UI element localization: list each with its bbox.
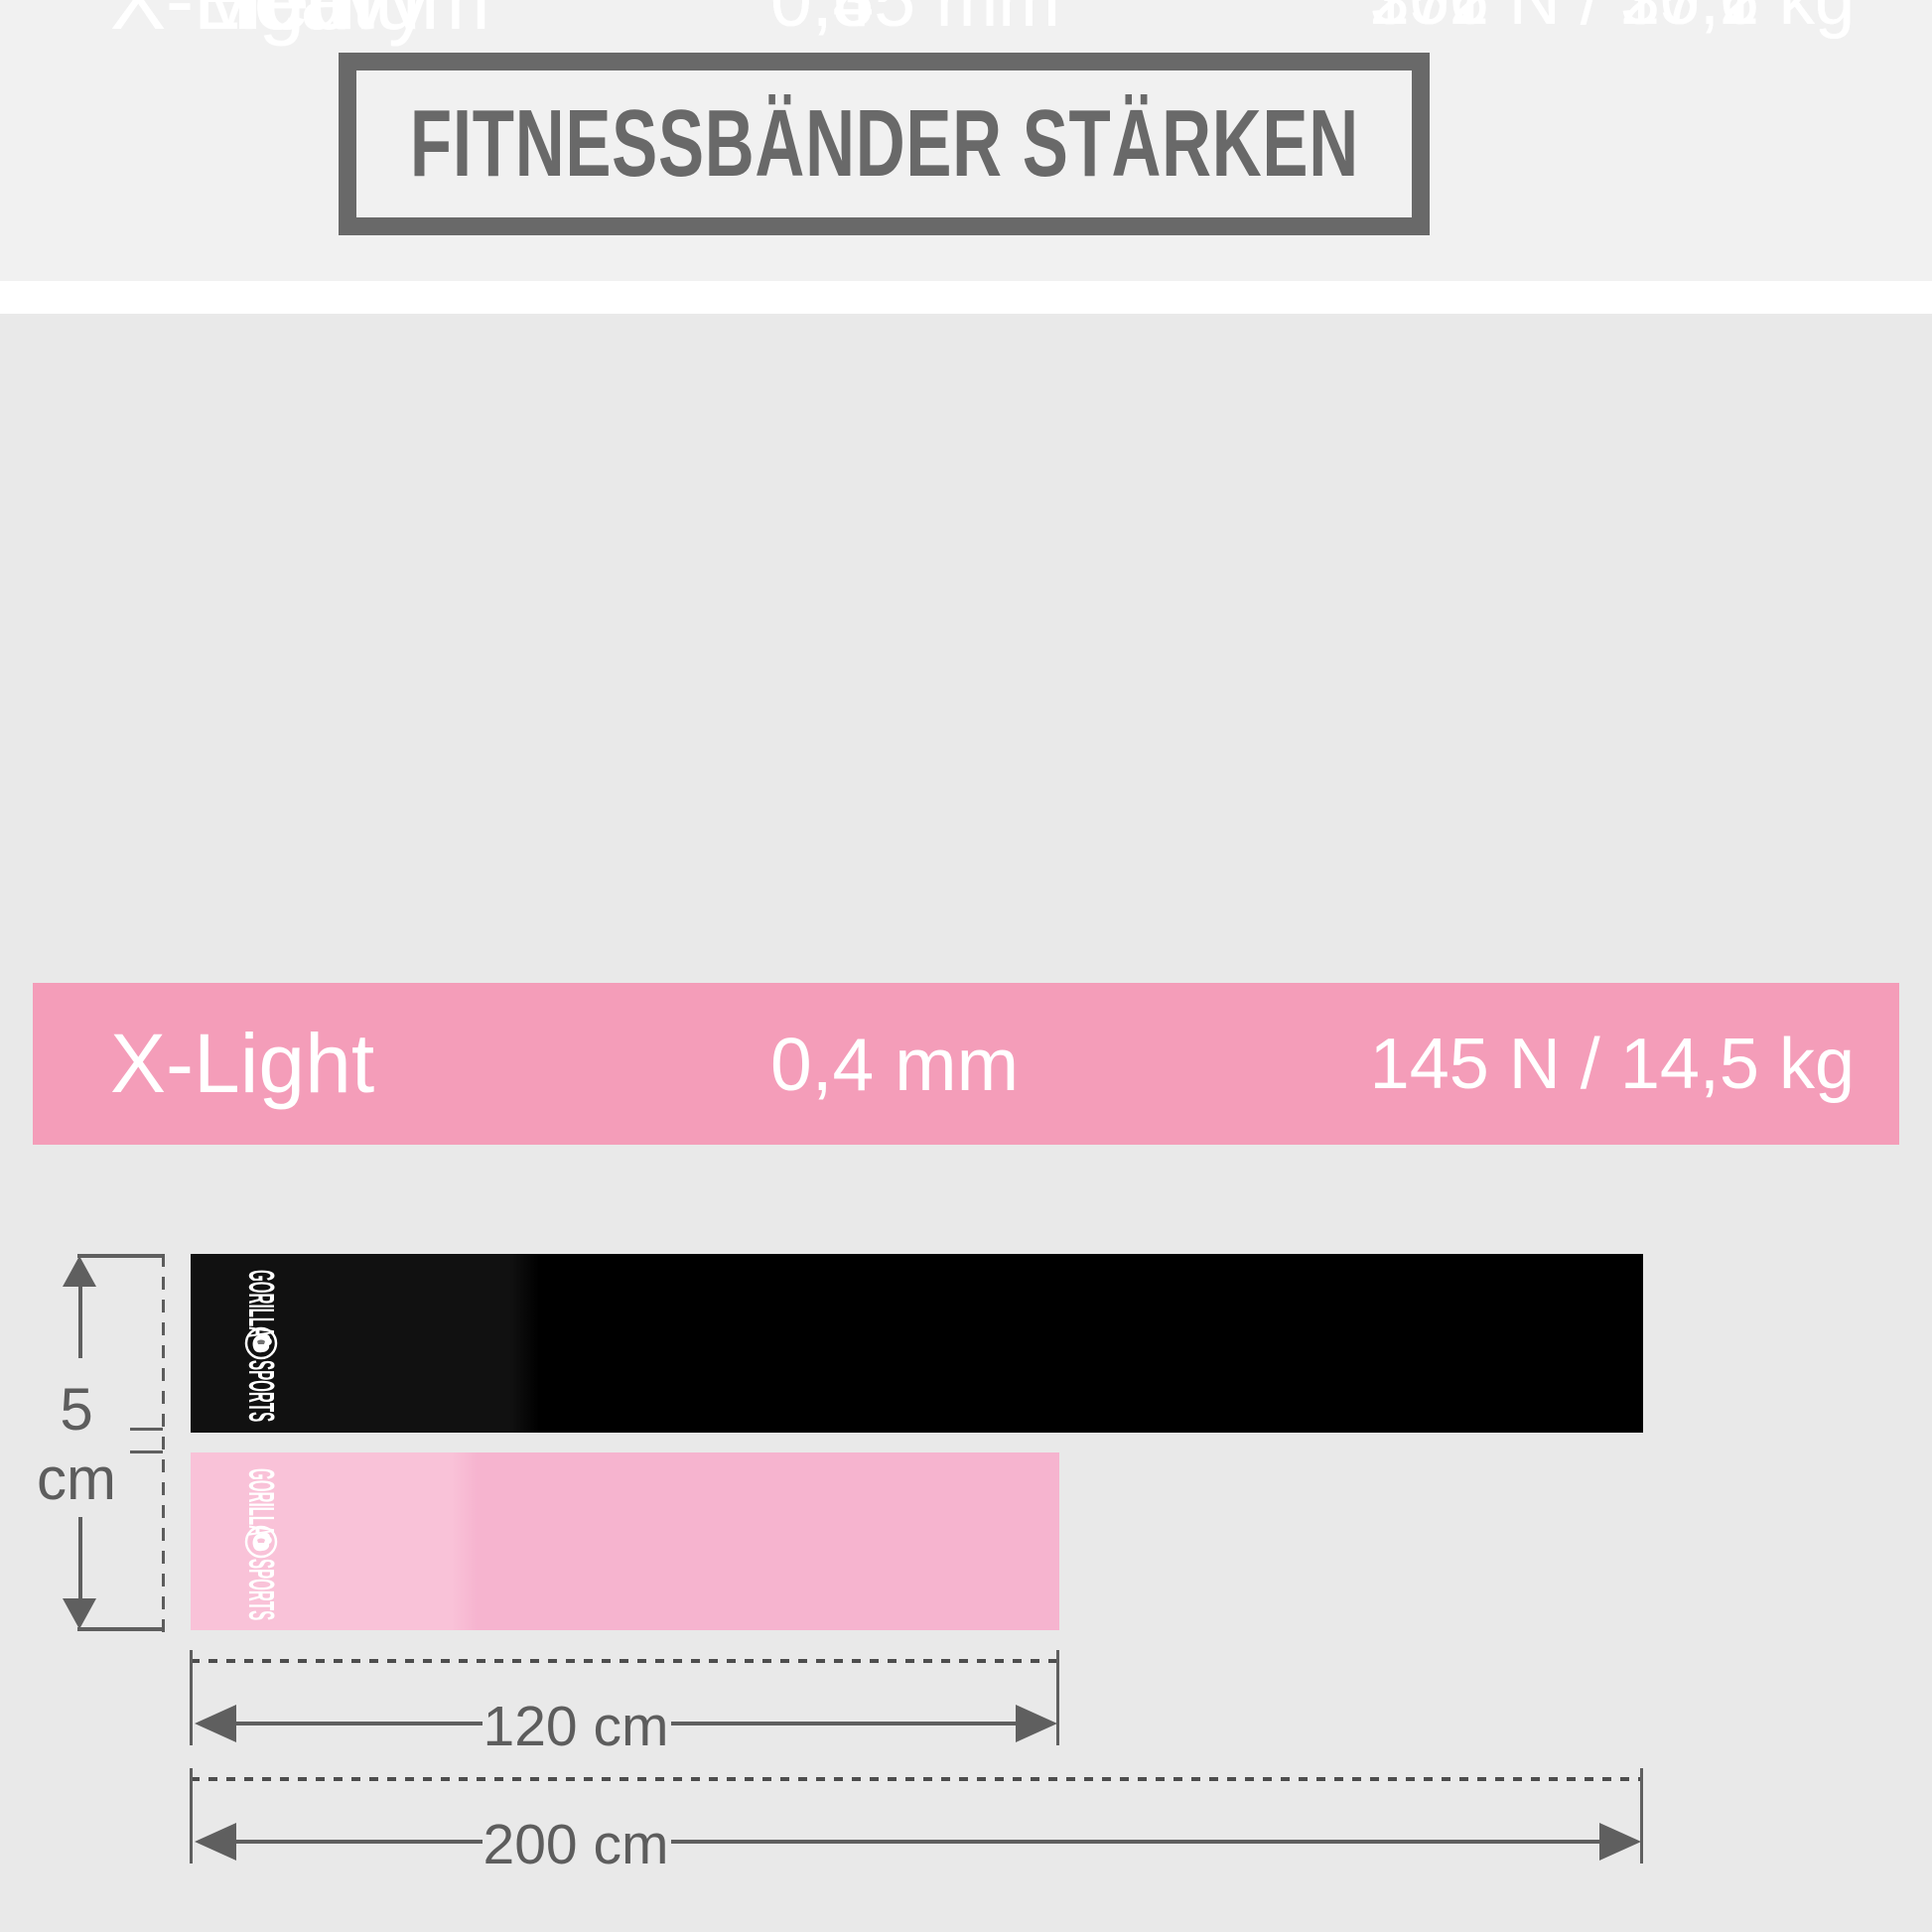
band-resistance: 301 N / 30,1 kg	[1369, 0, 1855, 40]
gorilla-sports-logo: GORILLA SPORTS	[241, 1270, 282, 1423]
logo-word-sports: SPORTS	[241, 1360, 282, 1423]
band-resistance: 177 N / 17,7 kg	[1369, 0, 1855, 40]
logo-word-sports: SPORTS	[241, 1558, 282, 1620]
band-thickness: 0,65 mm	[770, 0, 1060, 42]
band-thickness: 0,45 mm	[770, 0, 1060, 42]
height-dim-tick-lower	[130, 1450, 163, 1453]
length120-right-tick	[1056, 1650, 1059, 1745]
length200-line-right	[671, 1840, 1603, 1844]
length200-left-tick	[190, 1768, 193, 1863]
logo-word-gorilla: GORILLA	[241, 1270, 282, 1338]
band-strength-label: X-Heavy	[110, 0, 430, 49]
arrow-left-icon	[195, 1705, 236, 1742]
table-row: X-Light 0,4 mm 145 N / 14,5 kg	[33, 983, 1899, 1145]
band-resistance: 276 N / 27,6 kg	[1369, 0, 1855, 40]
gorilla-emblem-icon	[244, 1326, 278, 1360]
black-band-illustration: GORILLA SPORTS	[191, 1254, 1643, 1433]
gorilla-emblem-icon	[244, 1525, 278, 1558]
length200-dotted-line	[191, 1777, 1642, 1781]
band-strength-label: X-Light	[110, 0, 374, 49]
length120-line-right	[671, 1722, 1020, 1725]
length120-left-tick	[190, 1650, 193, 1745]
band-strength-label: X-Light	[110, 1017, 375, 1110]
page-title: FITNESSBÄNDER STÄRKEN	[409, 90, 1359, 197]
title-box: FITNESSBÄNDER STÄRKEN	[339, 53, 1430, 235]
height-dim-dashed-extension-line	[162, 1254, 165, 1632]
band-thickness: 0,4 mm	[770, 1022, 1020, 1106]
band-thickness: 0,35 mm	[770, 0, 1060, 42]
gorilla-sports-logo: GORILLA SPORTS	[241, 1467, 282, 1620]
length200-line-left	[230, 1840, 483, 1844]
height-dim-stem-lower	[78, 1517, 82, 1600]
length120-line-left	[230, 1722, 483, 1725]
pink-band-illustration: GORILLA SPORTS	[191, 1452, 1059, 1630]
height-dim-top-connector	[77, 1254, 165, 1258]
height-value-label: 5	[60, 1376, 93, 1443]
arrow-right-icon	[1599, 1823, 1641, 1861]
length120-dotted-line	[191, 1659, 1059, 1663]
white-divider-strip	[0, 281, 1932, 314]
arrow-down-icon	[63, 1598, 96, 1629]
length200-label: 200 cm	[483, 1813, 669, 1876]
height-unit-label: cm	[37, 1446, 116, 1512]
arrow-up-icon	[63, 1256, 96, 1287]
band-strength-label: X-Medium	[110, 0, 490, 49]
band-thickness: 0,55 mm	[770, 0, 1060, 42]
band-resistance: 145 N / 14,5 kg	[1369, 1024, 1855, 1104]
height-dim-bottom-connector	[77, 1627, 165, 1631]
arrow-right-icon	[1016, 1705, 1057, 1742]
logo-word-gorilla: GORILLA	[241, 1467, 282, 1536]
band-resistance: 252 N / 25,2 kg	[1369, 0, 1855, 40]
height-dim-tick-upper	[130, 1428, 163, 1431]
height-dim-stem-upper	[78, 1285, 82, 1358]
length120-label: 120 cm	[483, 1695, 669, 1758]
length200-right-tick	[1640, 1768, 1643, 1863]
arrow-left-icon	[195, 1823, 236, 1861]
band-strength-label: X-Heavy	[110, 0, 430, 49]
